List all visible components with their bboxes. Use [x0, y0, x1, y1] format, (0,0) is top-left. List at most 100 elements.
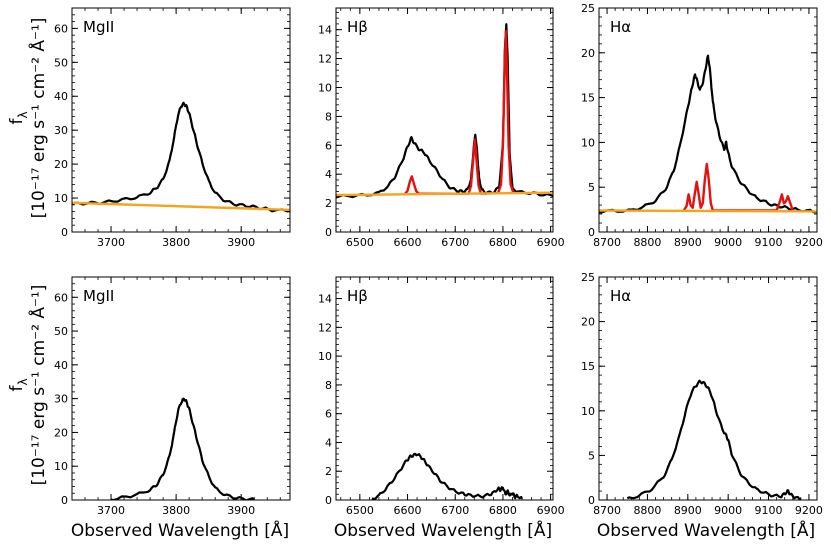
series-continuum	[72, 201, 290, 212]
x-tick-label: 6600	[394, 236, 422, 249]
y-tick-label: 20	[581, 47, 595, 60]
x-tick-label: 8900	[674, 236, 702, 249]
y-tick-label: 50	[54, 325, 68, 338]
axes-frame	[335, 276, 554, 501]
y-tick-label: 0	[325, 226, 332, 239]
panel-title: MgII	[83, 287, 114, 305]
x-tick-label: 9100	[755, 504, 783, 517]
y-tick-label: 0	[325, 494, 332, 507]
ylabel-bottom: fλ [10⁻¹⁷ erg s⁻¹ cm⁻² Å⁻¹]	[7, 285, 49, 486]
ylabel-sub-bottom: λ	[16, 378, 30, 385]
y-tick-label: 50	[54, 56, 68, 69]
axes-frame	[71, 276, 291, 501]
x-tick-label: 6500	[346, 236, 374, 249]
xlabel-middle: Observed Wavelength [Å]	[334, 519, 552, 541]
x-tick-label: 6900	[537, 236, 565, 249]
panel-4: 3700 3800 3900 0 10 20 30 40 50 60 MgII	[54, 276, 291, 517]
x-tick-label: 3800	[162, 504, 190, 517]
series-continuum	[599, 209, 817, 213]
y-tick-label: 0	[61, 494, 68, 507]
y-tick-label: 14	[318, 293, 332, 306]
y-tick-label: 60	[54, 22, 68, 35]
series-group	[626, 379, 802, 500]
y-tick-label: 15	[581, 92, 595, 105]
series-data	[72, 101, 290, 213]
series-data	[599, 54, 817, 214]
series-data	[371, 452, 523, 500]
y-tick-label: 2	[325, 197, 332, 210]
y-tick-label: 30	[54, 393, 68, 406]
x-tick-label: 6700	[441, 236, 469, 249]
y-tick-label: 10	[318, 350, 332, 363]
ylabel-sub: λ	[16, 111, 30, 118]
series-model_lines	[682, 162, 794, 212]
series-group	[599, 54, 817, 214]
panel-3: 8700 8800 8900 9000 9100 9200 0 5 10 15 20 25 Hα	[581, 2, 823, 249]
y-tick-label: 10	[318, 81, 332, 94]
y-tick-label: 0	[588, 494, 595, 507]
x-tick-label: 3900	[227, 236, 255, 249]
y-tick-label: 40	[54, 90, 68, 103]
y-tick-label: 15	[581, 360, 595, 373]
x-tick-label: 3800	[162, 236, 190, 249]
y-tick-label: 20	[54, 426, 68, 439]
xlabel-right: Observed Wavelength [Å]	[597, 519, 815, 541]
y-tick-label: 10	[54, 192, 68, 205]
y-tick-label: 8	[325, 110, 332, 123]
axes-frame	[598, 276, 818, 501]
x-tick-label: 8900	[674, 504, 702, 517]
y-tick-label: 20	[581, 316, 595, 329]
y-tick-label: 4	[325, 436, 332, 449]
panel-title: MgII	[83, 18, 114, 36]
panel-title: Hβ	[347, 287, 368, 305]
series-data	[626, 379, 802, 500]
axes-frame	[598, 7, 818, 233]
x-tick-label: 8700	[593, 236, 621, 249]
series-data	[110, 397, 255, 500]
y-tick-label: 10	[581, 136, 595, 149]
x-tick-label: 9200	[795, 236, 823, 249]
y-tick-label: 14	[318, 24, 332, 37]
x-tick-label: 6800	[489, 504, 517, 517]
y-tick-label: 10	[54, 460, 68, 473]
panel-1: 3700 3800 3900 0 10 20 30 40 50 60 MgII	[54, 7, 291, 249]
x-tick-label: 8800	[633, 236, 661, 249]
y-tick-label: 60	[54, 291, 68, 304]
series-continuum	[336, 191, 553, 197]
y-tick-label: 2	[325, 465, 332, 478]
y-tick-label: 12	[318, 321, 332, 334]
x-tick-label: 8800	[633, 504, 661, 517]
x-tick-label: 6600	[394, 504, 422, 517]
y-tick-label: 12	[318, 53, 332, 66]
x-tick-label: 6700	[441, 504, 469, 517]
x-tick-label: 9000	[714, 504, 742, 517]
panel-5: 6500 6600 6700 6800 6900 0 2 4 6 8 10 12 14 Hβ	[318, 276, 565, 517]
ylabel-units-bottom: [10⁻¹⁷ erg s⁻¹ cm⁻² Å⁻¹]	[27, 285, 49, 486]
x-tick-label: 9000	[714, 236, 742, 249]
x-tick-label: 8700	[593, 504, 621, 517]
x-tick-label: 3700	[97, 504, 125, 517]
panel-6: 8700 8800 8900 9000 9100 9200 0 5 10 15 20 25 Hα	[581, 271, 823, 517]
x-tick-label: 6500	[346, 504, 374, 517]
series-group	[371, 452, 523, 500]
x-tick-label: 9100	[755, 236, 783, 249]
ylabel-top: fλ [10⁻¹⁷ erg s⁻¹ cm⁻² Å⁻¹]	[7, 18, 49, 219]
y-tick-label: 25	[581, 2, 595, 15]
x-tick-label: 3700	[97, 236, 125, 249]
series-group	[110, 397, 255, 500]
y-tick-label: 4	[325, 168, 332, 181]
series-data	[336, 23, 553, 199]
panel-title: Hβ	[347, 18, 368, 36]
y-tick-label: 25	[581, 271, 595, 284]
xlabel-left: Observed Wavelength [Å]	[71, 519, 289, 541]
y-tick-label: 40	[54, 359, 68, 372]
y-tick-label: 5	[588, 449, 595, 462]
series-group	[72, 101, 290, 213]
x-tick-label: 6900	[537, 504, 565, 517]
svg-text:fλ: fλ	[7, 111, 30, 124]
y-tick-label: 10	[581, 405, 595, 418]
series-model_lines	[404, 29, 515, 195]
ylabel-f: f	[7, 118, 27, 125]
x-tick-label: 6800	[489, 236, 517, 249]
y-tick-label: 0	[588, 226, 595, 239]
